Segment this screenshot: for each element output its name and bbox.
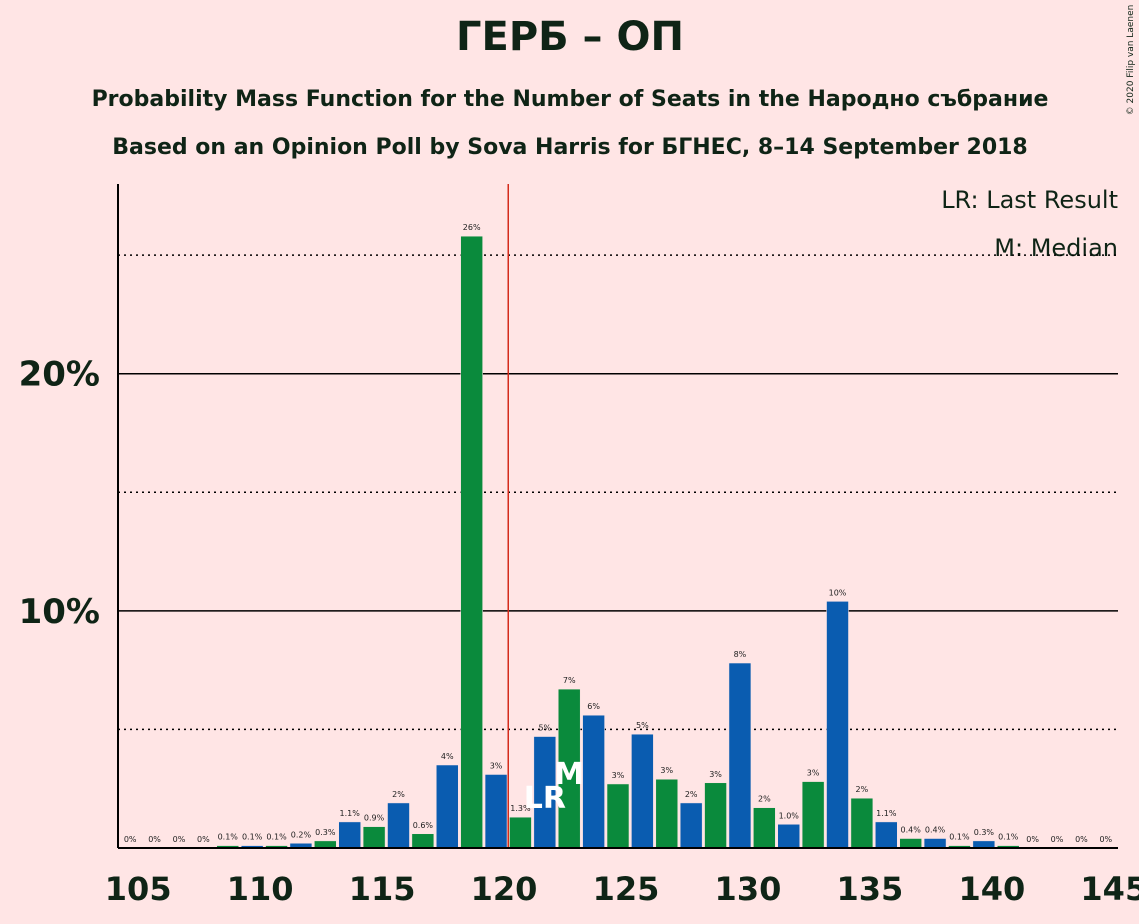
legend-entry: M: Median [994, 234, 1118, 262]
bar [899, 838, 922, 849]
value-label: 5% [636, 721, 649, 730]
value-label: 4% [441, 752, 454, 761]
bar [777, 824, 800, 849]
value-label: 0% [1075, 835, 1088, 844]
value-label: 0.1% [218, 833, 239, 842]
bar [411, 833, 435, 849]
value-label: 0.1% [266, 833, 287, 842]
value-label: 0.4% [901, 826, 922, 835]
bar [826, 601, 849, 849]
bar [801, 781, 825, 849]
value-label: 6% [587, 702, 600, 711]
y-tick-label: 10% [19, 592, 100, 632]
value-label: 0% [1051, 835, 1064, 844]
bar [606, 783, 630, 849]
value-label: 0.1% [949, 833, 970, 842]
subtitle: Based on an Opinion Poll by Sova Harris … [112, 135, 1028, 160]
bar [679, 802, 703, 849]
value-label: 0% [1099, 835, 1112, 844]
value-label: 3% [807, 769, 820, 778]
value-label: 0% [124, 835, 137, 844]
bar [338, 821, 361, 849]
x-tick-label: 120 [471, 870, 538, 908]
bar [704, 782, 727, 849]
value-label: 3% [709, 770, 722, 779]
value-label: 0.1% [998, 833, 1019, 842]
x-tick-label: 125 [593, 870, 660, 908]
subtitle: Probability Mass Function for the Number… [92, 87, 1049, 112]
bar [923, 838, 947, 849]
value-label: 0.3% [315, 828, 336, 837]
value-label: 8% [734, 650, 747, 659]
x-tick-label: 140 [958, 870, 1025, 908]
value-label: 7% [563, 676, 576, 685]
value-label: 0.9% [364, 814, 385, 823]
bar [728, 662, 752, 849]
bar [484, 774, 508, 849]
value-label: 0% [148, 835, 161, 844]
value-label: 10% [829, 588, 847, 597]
value-label: 1.0% [779, 811, 800, 820]
value-label: 0% [197, 835, 210, 844]
legend-entry: LR: Last Result [941, 186, 1118, 214]
value-label: 0.3% [974, 828, 995, 837]
bar [509, 816, 532, 849]
x-tick-label: 130 [715, 870, 782, 908]
value-label: 2% [392, 790, 405, 799]
value-label: 2% [758, 795, 771, 804]
bar [753, 807, 776, 849]
bar [875, 821, 898, 849]
bar [631, 733, 654, 849]
y-tick-label: 20% [19, 355, 100, 395]
x-tick-label: 135 [837, 870, 904, 908]
value-label: 1.3% [510, 804, 531, 813]
value-label: 1.1% [876, 809, 897, 818]
bar [460, 235, 483, 849]
bar [314, 840, 337, 849]
bar [655, 778, 679, 849]
copyright: © 2020 Filip van Laenen [1126, 5, 1136, 116]
x-tick-label: 115 [349, 870, 416, 908]
x-tick-label: 145 [1080, 870, 1139, 908]
chart-title: ГЕРБ – ОП [456, 14, 684, 60]
bar [850, 797, 874, 849]
value-label: 26% [463, 223, 481, 232]
value-label: 3% [660, 766, 673, 775]
x-tick-label: 110 [227, 870, 294, 908]
value-label: 0.1% [242, 833, 263, 842]
value-label: 5% [538, 724, 551, 733]
bar [582, 714, 605, 849]
value-label: 1.1% [340, 809, 361, 818]
marker-label: LR [524, 781, 566, 816]
bar [387, 802, 410, 849]
value-label: 3% [612, 771, 625, 780]
value-label: 2% [856, 785, 869, 794]
marker-label: M [554, 757, 584, 792]
x-tick-label: 105 [105, 870, 172, 908]
value-label: 0.6% [413, 821, 434, 830]
value-label: 2% [685, 790, 698, 799]
value-label: 0% [173, 835, 186, 844]
bar [362, 826, 386, 849]
value-label: 3% [490, 761, 503, 770]
value-label: 0.2% [291, 830, 312, 839]
value-label: 0.4% [925, 826, 946, 835]
bar [436, 764, 459, 849]
value-label: 0% [1026, 835, 1039, 844]
bar [972, 840, 996, 849]
